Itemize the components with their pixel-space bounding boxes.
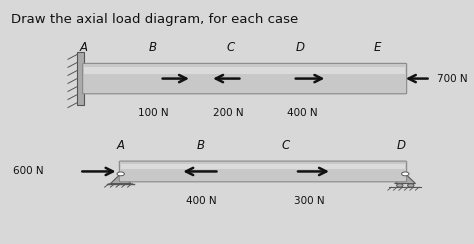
Text: E: E [374, 41, 382, 54]
Text: C: C [227, 41, 235, 54]
Text: 200 N: 200 N [213, 108, 244, 118]
Text: 400 N: 400 N [186, 196, 216, 206]
Text: 400 N: 400 N [287, 108, 317, 118]
Bar [77, 52, 84, 105]
Text: 100 N: 100 N [137, 108, 168, 118]
Polygon shape [110, 174, 131, 183]
Text: A: A [80, 41, 88, 54]
Bar [84, 67, 405, 74]
Circle shape [401, 172, 409, 176]
Text: D: D [295, 41, 304, 54]
Text: B: B [149, 41, 157, 54]
Polygon shape [395, 174, 415, 183]
Circle shape [117, 172, 124, 176]
Text: 700 N: 700 N [438, 74, 468, 84]
Text: 300 N: 300 N [293, 196, 324, 206]
Text: A: A [117, 139, 125, 152]
Bar [121, 164, 405, 169]
FancyBboxPatch shape [82, 63, 407, 94]
Text: D: D [396, 139, 405, 152]
Circle shape [397, 184, 403, 187]
Text: C: C [282, 139, 290, 152]
Text: 600 N: 600 N [13, 166, 44, 176]
FancyBboxPatch shape [119, 161, 407, 182]
Circle shape [408, 184, 414, 187]
Text: B: B [197, 139, 205, 152]
Text: Draw the axial load diagram, for each case: Draw the axial load diagram, for each ca… [10, 13, 298, 26]
